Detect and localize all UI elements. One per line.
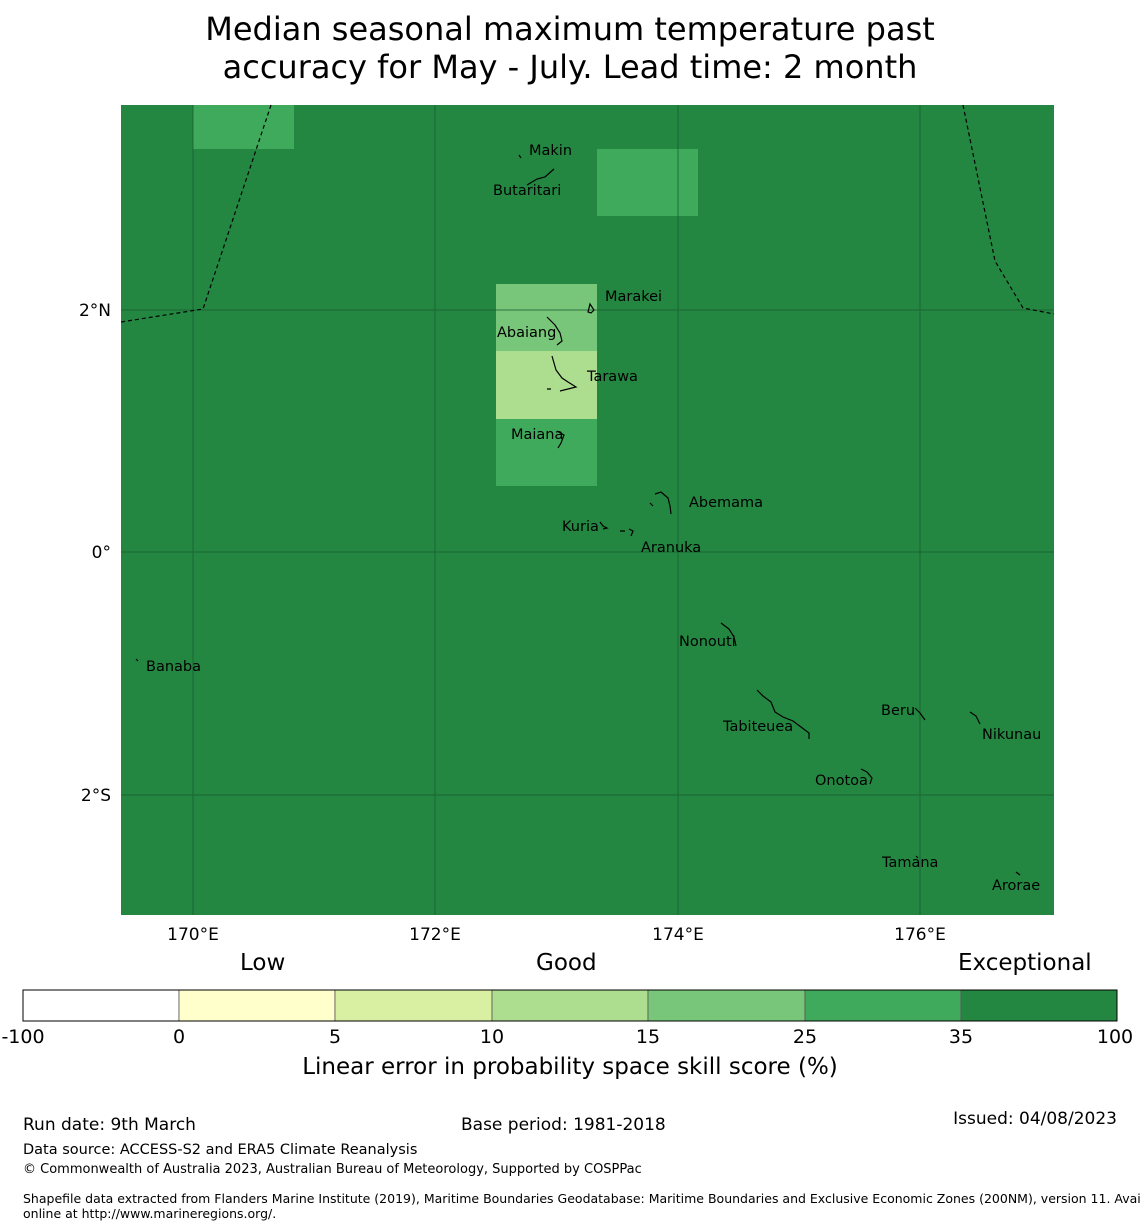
title-line-2: accuracy for May - July. Lead time: 2 mo… (222, 48, 918, 86)
island-abemama (649, 491, 672, 515)
shapefile-note-line-1: Shapefile data extracted from Flanders M… (23, 1191, 1140, 1206)
island-tamana (915, 855, 919, 859)
colorbar-tick-label: 15 (636, 1026, 660, 1045)
island-onotoa (860, 768, 873, 785)
colorbar-tick-label: 5 (329, 1026, 341, 1045)
skill-cell (496, 284, 597, 351)
base-period: Base period: 1981-2018 (461, 1115, 666, 1135)
legend-category-good: Good (536, 950, 597, 976)
place-label: Butaritari (493, 183, 561, 199)
island-arorae (1015, 871, 1021, 876)
place-label: Marakei (605, 289, 662, 305)
island-nikunau (969, 711, 981, 725)
skill-cell (496, 351, 597, 419)
data-source: Data source: ACCESS-S2 and ERA5 Climate … (23, 1142, 418, 1158)
colorbar-label: Linear error in probability space skill … (302, 1054, 838, 1080)
colorbar-tick-label: 0 (173, 1026, 185, 1045)
chart-title: Median seasonal maximum temperature past… (0, 10, 1140, 86)
colorbar-tick-label: -100 (1, 1026, 44, 1045)
lon-tick-label: 172°E (409, 925, 461, 945)
place-label: Arorae (992, 878, 1040, 894)
colorbar-segment (804, 989, 962, 1022)
island-banaba (135, 658, 139, 662)
lat-tick-label: 2°S (81, 786, 111, 806)
lat-tick-label: 0° (92, 543, 111, 563)
skill-cell (496, 419, 597, 486)
copyright: © Commonwealth of Australia 2023, Austra… (23, 1162, 642, 1177)
place-label: Beru (881, 703, 915, 719)
shapefile-note: Shapefile data extracted from Flanders M… (23, 1191, 1140, 1221)
place-label: Abaiang (497, 325, 556, 341)
skill-cell (193, 105, 294, 149)
colorbar-segment (178, 989, 336, 1022)
colorbar-segment (22, 989, 180, 1022)
issued-date: Issued: 04/08/2023 (953, 1109, 1117, 1129)
map: Makin Butaritari Marakei Abaiang Tarawa … (79, 104, 1055, 945)
place-label: Abemama (689, 495, 763, 511)
place-label: Maiana (511, 427, 563, 443)
eez-boundary-east (962, 104, 1055, 315)
colorbar-segment (960, 989, 1118, 1022)
title-line-1: Median seasonal maximum temperature past (205, 10, 935, 48)
colorbar-tick-label: 35 (949, 1026, 973, 1045)
lat-tick-label: 2°N (79, 301, 111, 321)
place-label: Onotoa (815, 773, 868, 789)
island-marakei (587, 302, 595, 314)
shapefile-note-line-2: online at http://www.marineregions.org/. (23, 1206, 277, 1221)
colorbar: -100 0 5 10 15 25 35 100 (1, 989, 1133, 1045)
eez-boundary-west (120, 104, 272, 323)
place-label: Aranuka (641, 540, 701, 556)
place-label: Tamana (881, 855, 938, 871)
island-nonouti (720, 622, 737, 647)
place-label: Kuria (562, 519, 599, 535)
legend-category-low: Low (240, 950, 286, 976)
colorbar-segment (491, 989, 649, 1022)
place-label: Banaba (146, 659, 201, 675)
lon-tick-label: 176°E (894, 925, 946, 945)
place-label: Nikunau (982, 727, 1041, 743)
lon-tick-label: 174°E (652, 925, 704, 945)
island-maiana (556, 430, 565, 449)
island-aranuka (620, 528, 634, 537)
place-label: Makin (529, 143, 572, 159)
colorbar-tick-label: 100 (1097, 1026, 1133, 1045)
island-tabiteuea (756, 689, 810, 739)
colorbar-segment (647, 989, 806, 1022)
legend-category-exceptional: Exceptional (958, 950, 1092, 976)
island-beru (914, 707, 926, 721)
lon-tick-label: 170°E (167, 925, 219, 945)
place-label: Tarawa (586, 369, 638, 385)
island-abaiang (546, 316, 563, 346)
place-label: Nonouti (679, 634, 736, 650)
colorbar-tick-label: 25 (793, 1026, 817, 1045)
island-tarawa (547, 355, 578, 392)
run-date: Run date: 9th March (23, 1115, 196, 1135)
island-butaritari (526, 168, 555, 186)
colorbar-tick-label: 10 (480, 1026, 504, 1045)
skill-cell (597, 149, 698, 216)
place-label: Tabiteuea (722, 719, 793, 735)
colorbar-segment (334, 989, 493, 1022)
island-makin (518, 154, 522, 159)
map-background (121, 105, 1054, 915)
island-kuria (599, 521, 609, 530)
